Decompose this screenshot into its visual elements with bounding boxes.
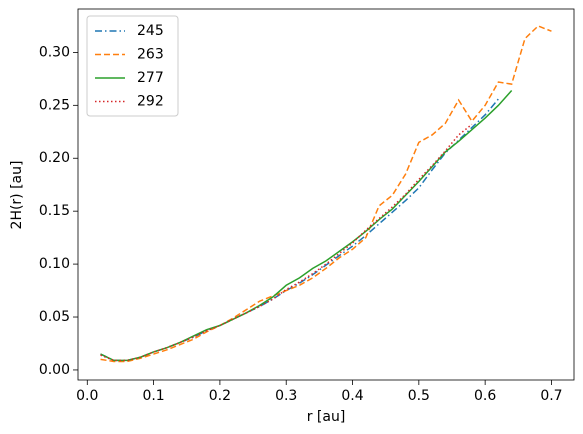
legend-box [86,15,179,117]
legend-label: 277 [137,70,164,86]
legend-label: 263 [137,47,164,63]
x-tick-label: 0.4 [341,388,363,404]
plot-frame [77,8,575,381]
y-tick-label: 0.10 [39,256,70,272]
legend-label: 292 [137,94,164,110]
y-axis-label: 2H(r) [au] [9,161,25,230]
x-tick-label: 0.0 [76,388,98,404]
y-tick-label: 0.15 [39,203,70,219]
x-axis-label: r [au] [307,409,346,425]
y-tick-label: 0.30 [39,44,70,60]
data-line [100,123,473,362]
y-tick-label: 0.00 [39,362,70,378]
y-tick-label: 0.05 [39,309,70,325]
x-tick-label: 0.7 [540,388,562,404]
y-tick-label: 0.20 [39,150,70,166]
data-line [100,89,513,362]
x-tick-label: 0.6 [474,388,496,404]
x-tick-label: 0.1 [142,388,164,404]
data-line [100,98,499,362]
x-tick-label: 0.2 [209,388,231,404]
legend-label: 245 [137,23,164,39]
y-tick-label: 0.25 [39,97,70,113]
x-tick-label: 0.5 [408,388,430,404]
data-line [100,25,552,363]
x-tick-label: 0.3 [275,388,297,404]
